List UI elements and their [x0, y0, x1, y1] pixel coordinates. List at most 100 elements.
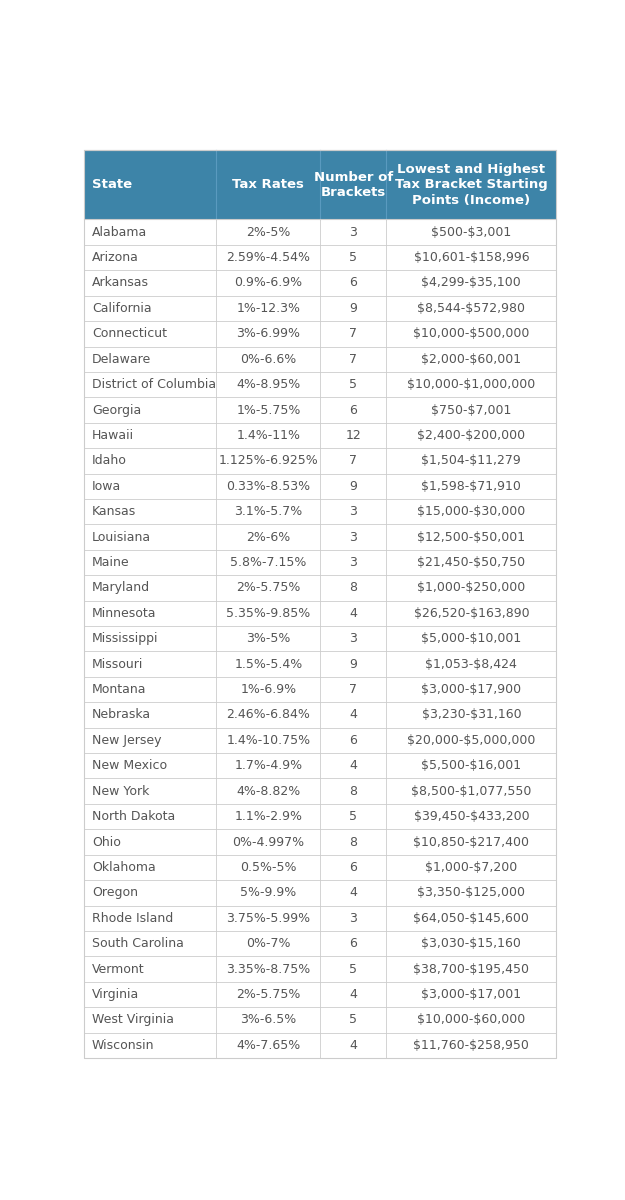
Bar	[386, 880, 556, 906]
Bar	[386, 397, 556, 422]
Bar	[84, 524, 216, 550]
Bar	[216, 150, 321, 220]
Bar	[321, 397, 386, 422]
Text: 3: 3	[349, 530, 358, 544]
Text: 2%-6%: 2%-6%	[246, 530, 291, 544]
Bar	[321, 1032, 386, 1058]
Text: Missouri: Missouri	[92, 658, 144, 671]
Text: Delaware: Delaware	[92, 353, 151, 366]
Bar	[216, 956, 321, 982]
Bar	[84, 220, 216, 245]
Text: Vermont: Vermont	[92, 962, 145, 976]
Text: 2%-5%: 2%-5%	[246, 226, 291, 239]
Text: Montana: Montana	[92, 683, 147, 696]
Bar	[386, 677, 556, 702]
Text: \$5,000-\$10,001: \$5,000-\$10,001	[421, 632, 521, 646]
Text: 1.4%-11%: 1.4%-11%	[236, 428, 301, 442]
Text: 4: 4	[349, 887, 358, 899]
Text: 5.8%-7.15%: 5.8%-7.15%	[230, 556, 307, 569]
Bar	[84, 880, 216, 906]
Bar	[84, 854, 216, 880]
Text: Number of
Brackets: Number of Brackets	[314, 170, 393, 199]
Text: 4: 4	[349, 760, 358, 773]
Bar	[386, 601, 556, 626]
Bar	[84, 270, 216, 295]
Text: \$3,000-\$17,001: \$3,000-\$17,001	[421, 988, 521, 1001]
Text: \$750-\$7,001: \$750-\$7,001	[431, 403, 511, 416]
Text: Hawaii: Hawaii	[92, 428, 134, 442]
Text: \$20,000-\$5,000,000: \$20,000-\$5,000,000	[407, 734, 536, 746]
Bar	[321, 931, 386, 956]
Text: \$3,000-\$17,900: \$3,000-\$17,900	[421, 683, 521, 696]
Text: Arkansas: Arkansas	[92, 276, 149, 289]
Text: 2.59%-4.54%: 2.59%-4.54%	[226, 251, 311, 264]
Bar	[84, 245, 216, 270]
Bar	[84, 448, 216, 474]
Bar	[386, 727, 556, 754]
Bar	[84, 804, 216, 829]
Text: \$5,500-\$16,001: \$5,500-\$16,001	[421, 760, 521, 773]
Bar	[386, 956, 556, 982]
Bar	[84, 829, 216, 854]
Text: 0%-7%: 0%-7%	[246, 937, 291, 950]
Text: \$8,500-\$1,077,550: \$8,500-\$1,077,550	[411, 785, 531, 798]
Text: 5.35%-9.85%: 5.35%-9.85%	[226, 607, 311, 620]
Text: \$1,504-\$11,279: \$1,504-\$11,279	[421, 455, 521, 467]
Bar	[386, 422, 556, 448]
Bar	[216, 754, 321, 779]
Bar	[216, 474, 321, 499]
Text: 8: 8	[349, 785, 358, 798]
Bar	[216, 322, 321, 347]
Bar	[321, 295, 386, 322]
Text: \$10,000-\$60,000: \$10,000-\$60,000	[418, 1013, 526, 1026]
Text: Iowa: Iowa	[92, 480, 121, 493]
Bar	[321, 422, 386, 448]
Text: 4: 4	[349, 607, 358, 620]
Bar	[321, 474, 386, 499]
Text: 4%-7.65%: 4%-7.65%	[236, 1039, 301, 1051]
Text: Tax Rates: Tax Rates	[232, 179, 304, 191]
Bar	[386, 524, 556, 550]
Bar	[321, 982, 386, 1007]
Bar	[216, 270, 321, 295]
Text: South Carolina: South Carolina	[92, 937, 184, 950]
Bar	[321, 524, 386, 550]
Text: \$3,030-\$15,160: \$3,030-\$15,160	[421, 937, 521, 950]
Bar	[84, 422, 216, 448]
Bar	[321, 372, 386, 397]
Text: 7: 7	[349, 455, 358, 467]
Bar	[216, 499, 321, 524]
Bar	[216, 880, 321, 906]
Bar	[216, 372, 321, 397]
Bar	[321, 550, 386, 575]
Bar	[84, 347, 216, 372]
Text: \$2,000-\$60,001: \$2,000-\$60,001	[421, 353, 521, 366]
Text: Alabama: Alabama	[92, 226, 148, 239]
Text: 1.1%-2.9%: 1.1%-2.9%	[234, 810, 302, 823]
Bar	[216, 575, 321, 601]
Bar	[216, 1032, 321, 1058]
Bar	[84, 322, 216, 347]
Text: 1.5%-5.4%: 1.5%-5.4%	[234, 658, 302, 671]
Text: North Dakota: North Dakota	[92, 810, 176, 823]
Text: New York: New York	[92, 785, 149, 798]
Text: \$15,000-\$30,000: \$15,000-\$30,000	[418, 505, 526, 518]
Text: \$39,450-\$433,200: \$39,450-\$433,200	[414, 810, 529, 823]
Bar	[386, 322, 556, 347]
Text: 1.125%-6.925%: 1.125%-6.925%	[219, 455, 318, 467]
Text: \$10,000-\$500,000: \$10,000-\$500,000	[413, 328, 529, 341]
Text: 3: 3	[349, 505, 358, 518]
Text: 4: 4	[349, 708, 358, 721]
Text: Connecticut: Connecticut	[92, 328, 167, 341]
Bar	[321, 652, 386, 677]
Text: \$21,450-\$50,750: \$21,450-\$50,750	[418, 556, 526, 569]
Text: Oregon: Oregon	[92, 887, 138, 899]
Text: 8: 8	[349, 835, 358, 848]
Text: Minnesota: Minnesota	[92, 607, 157, 620]
Bar	[386, 626, 556, 652]
Bar	[321, 779, 386, 804]
Text: \$10,000-\$1,000,000: \$10,000-\$1,000,000	[408, 378, 536, 391]
Text: Oklahoma: Oklahoma	[92, 860, 156, 874]
Bar	[216, 550, 321, 575]
Text: 1.7%-4.9%: 1.7%-4.9%	[234, 760, 302, 773]
